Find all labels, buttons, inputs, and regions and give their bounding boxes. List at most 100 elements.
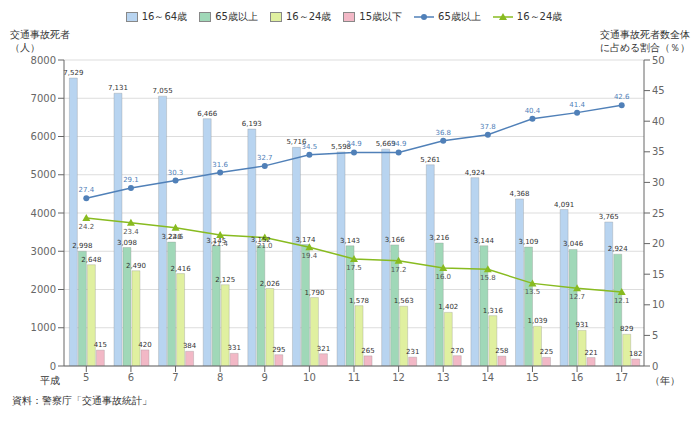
svg-text:1,402: 1,402 xyxy=(438,303,458,311)
svg-text:3,144: 3,144 xyxy=(474,237,495,245)
svg-text:4000: 4000 xyxy=(31,208,56,219)
svg-text:50: 50 xyxy=(652,55,665,66)
svg-text:21.0: 21.0 xyxy=(257,242,273,250)
svg-text:321: 321 xyxy=(317,345,330,353)
svg-text:2,648: 2,648 xyxy=(81,256,101,264)
svg-text:3,046: 3,046 xyxy=(563,240,584,248)
svg-text:13: 13 xyxy=(437,372,450,383)
svg-text:34.9: 34.9 xyxy=(391,140,407,148)
svg-text:3,098: 3,098 xyxy=(117,239,137,247)
svg-text:19.4: 19.4 xyxy=(302,252,318,260)
svg-text:3,143: 3,143 xyxy=(340,237,360,245)
svg-text:30: 30 xyxy=(652,177,665,188)
svg-text:1,039: 1,039 xyxy=(527,317,547,325)
svg-text:5: 5 xyxy=(83,372,89,383)
svg-text:23.4: 23.4 xyxy=(123,228,139,236)
svg-text:8: 8 xyxy=(217,372,223,383)
svg-text:6,193: 6,193 xyxy=(242,120,262,128)
svg-text:30.3: 30.3 xyxy=(168,169,184,177)
svg-text:40.4: 40.4 xyxy=(525,107,541,115)
svg-text:3,216: 3,216 xyxy=(429,234,450,242)
svg-text:24.2: 24.2 xyxy=(79,223,95,231)
svg-text:7,055: 7,055 xyxy=(153,87,173,95)
svg-text:0: 0 xyxy=(652,361,658,372)
svg-text:36.8: 36.8 xyxy=(435,129,451,137)
svg-text:2,125: 2,125 xyxy=(215,276,235,284)
svg-text:384: 384 xyxy=(183,342,197,350)
svg-text:931: 931 xyxy=(575,321,588,329)
svg-text:2,416: 2,416 xyxy=(171,265,192,273)
svg-text:12.1: 12.1 xyxy=(614,297,630,305)
svg-text:5,261: 5,261 xyxy=(420,156,440,164)
svg-text:829: 829 xyxy=(620,325,633,333)
svg-text:17.2: 17.2 xyxy=(391,266,407,274)
svg-text:3000: 3000 xyxy=(31,246,56,257)
svg-text:11: 11 xyxy=(348,372,361,383)
svg-text:4,091: 4,091 xyxy=(554,201,574,209)
svg-text:34.9: 34.9 xyxy=(346,140,362,148)
svg-text:3,166: 3,166 xyxy=(385,236,406,244)
svg-text:258: 258 xyxy=(495,347,508,355)
svg-text:3,109: 3,109 xyxy=(518,238,538,246)
svg-text:41.4: 41.4 xyxy=(569,101,585,109)
svg-text:32.7: 32.7 xyxy=(257,154,273,162)
svg-text:16: 16 xyxy=(571,372,584,383)
svg-text:40: 40 xyxy=(652,116,665,127)
svg-text:1,790: 1,790 xyxy=(304,289,324,297)
svg-text:2,026: 2,026 xyxy=(260,280,281,288)
svg-text:231: 231 xyxy=(406,348,419,356)
svg-text:29.1: 29.1 xyxy=(123,176,139,184)
svg-text:17: 17 xyxy=(615,372,628,383)
svg-text:8000: 8000 xyxy=(31,55,56,66)
svg-text:7000: 7000 xyxy=(31,93,56,104)
svg-text:225: 225 xyxy=(540,348,553,356)
svg-text:25: 25 xyxy=(652,208,665,219)
svg-text:331: 331 xyxy=(228,344,241,352)
svg-text:15.8: 15.8 xyxy=(480,274,496,282)
svg-text:270: 270 xyxy=(451,347,464,355)
svg-text:20: 20 xyxy=(652,238,665,249)
svg-text:0: 0 xyxy=(50,361,56,372)
svg-text:37.8: 37.8 xyxy=(480,123,496,131)
svg-text:1,563: 1,563 xyxy=(394,297,414,305)
svg-text:2000: 2000 xyxy=(31,284,56,295)
svg-text:5000: 5000 xyxy=(31,169,56,180)
svg-text:3,174: 3,174 xyxy=(295,236,316,244)
svg-text:7,529: 7,529 xyxy=(63,69,83,77)
svg-text:4,368: 4,368 xyxy=(509,190,529,198)
svg-text:15: 15 xyxy=(652,269,665,280)
svg-text:221: 221 xyxy=(584,349,597,357)
svg-text:1000: 1000 xyxy=(31,322,56,333)
svg-text:16.0: 16.0 xyxy=(435,273,451,281)
svg-text:265: 265 xyxy=(361,347,374,355)
svg-text:35: 35 xyxy=(652,146,665,157)
svg-text:1,316: 1,316 xyxy=(483,307,504,315)
svg-text:4,924: 4,924 xyxy=(465,169,486,177)
svg-text:6: 6 xyxy=(128,372,134,383)
svg-text:7: 7 xyxy=(172,372,178,383)
svg-text:13.5: 13.5 xyxy=(525,288,541,296)
svg-text:12: 12 xyxy=(392,372,405,383)
svg-text:14: 14 xyxy=(481,372,494,383)
svg-text:1,578: 1,578 xyxy=(349,297,369,305)
svg-text:45: 45 xyxy=(652,85,665,96)
svg-text:34.5: 34.5 xyxy=(302,143,318,151)
svg-text:9: 9 xyxy=(262,372,268,383)
svg-text:15: 15 xyxy=(526,372,539,383)
svg-text:420: 420 xyxy=(138,341,151,349)
svg-text:2,998: 2,998 xyxy=(72,242,92,250)
svg-text:42.6: 42.6 xyxy=(614,93,630,101)
svg-text:27.4: 27.4 xyxy=(79,186,95,194)
svg-text:12.7: 12.7 xyxy=(569,293,585,301)
svg-text:2,490: 2,490 xyxy=(126,262,146,270)
svg-text:31.6: 31.6 xyxy=(212,161,228,169)
svg-text:6,466: 6,466 xyxy=(197,110,218,118)
svg-text:2,924: 2,924 xyxy=(608,245,629,253)
svg-text:17.5: 17.5 xyxy=(346,264,362,272)
svg-text:7,131: 7,131 xyxy=(108,84,128,92)
svg-text:6000: 6000 xyxy=(31,131,56,142)
svg-text:5: 5 xyxy=(652,330,658,341)
svg-text:182: 182 xyxy=(629,350,642,358)
svg-text:10: 10 xyxy=(303,372,316,383)
svg-text:21.4: 21.4 xyxy=(212,240,228,248)
